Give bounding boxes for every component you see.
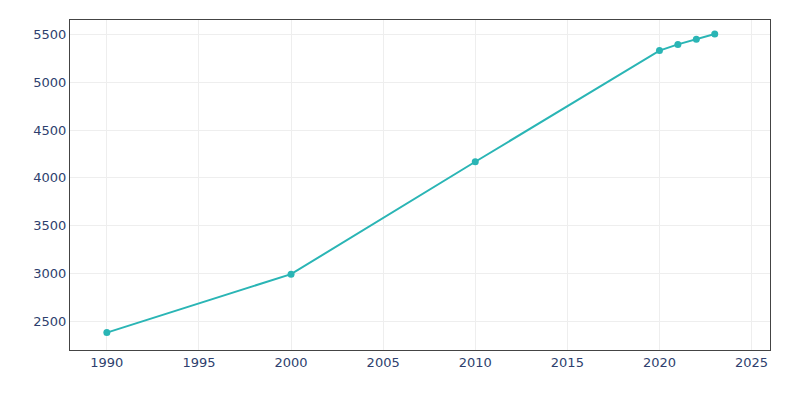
svg-text:1995: 1995 <box>182 355 215 370</box>
svg-text:4500: 4500 <box>33 123 66 138</box>
svg-text:2010: 2010 <box>459 355 492 370</box>
svg-text:3000: 3000 <box>33 266 66 281</box>
svg-text:2000: 2000 <box>275 355 308 370</box>
svg-text:2025: 2025 <box>735 355 768 370</box>
svg-text:3500: 3500 <box>33 218 66 233</box>
svg-text:2020: 2020 <box>643 355 676 370</box>
svg-text:2005: 2005 <box>367 355 400 370</box>
svg-text:4000: 4000 <box>33 170 66 185</box>
svg-text:2015: 2015 <box>551 355 584 370</box>
svg-text:5500: 5500 <box>33 27 66 42</box>
svg-text:2500: 2500 <box>33 314 66 329</box>
svg-text:5000: 5000 <box>33 75 66 90</box>
svg-text:1990: 1990 <box>90 355 123 370</box>
